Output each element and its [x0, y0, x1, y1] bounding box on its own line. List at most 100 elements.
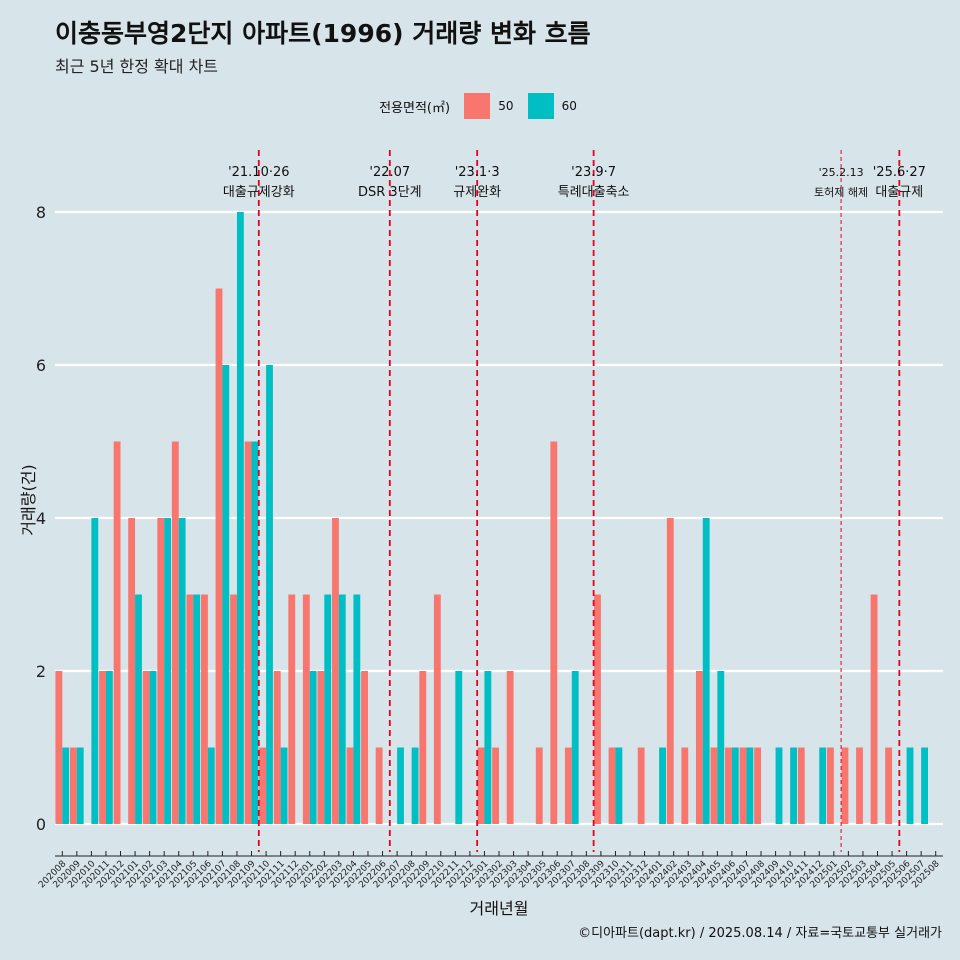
bar-50-202503: [856, 747, 863, 824]
bar-50-202106: [201, 594, 208, 824]
event-desc-label: 규제완화: [453, 185, 501, 200]
bar-50-202206: [375, 747, 383, 824]
bar-50-202203: [332, 518, 339, 824]
bar-60-202406: [731, 747, 739, 824]
bar-50-202301: [477, 747, 485, 824]
event-date-label: '25.6·27: [873, 165, 926, 180]
x-axis-title: 거래년월: [470, 899, 529, 918]
bar-50-202402: [666, 518, 674, 824]
bar-60-202201: [309, 671, 317, 824]
bar-60-202103: [164, 518, 172, 824]
bar-50-202105: [186, 594, 194, 824]
y-tick-label: 6: [36, 356, 46, 375]
bar-50-202502: [841, 747, 849, 824]
legend-title: 전용면적(㎡): [379, 100, 451, 116]
bar-50-202405: [710, 747, 718, 824]
bar-50-202012: [113, 441, 121, 824]
bar-60-202410: [790, 747, 797, 824]
bar-50-202110: [259, 747, 267, 824]
y-tick-label: 4: [36, 509, 46, 528]
bar-60-202401: [659, 747, 666, 824]
bar-50-202111: [273, 671, 281, 824]
bar-60-202404: [702, 518, 710, 824]
bar-60-202108: [236, 212, 244, 824]
source-footer: ©디아파트(dapt.kr) / 2025.08.14 / 자료=국토교통부 실…: [578, 926, 942, 941]
bar-50-202112: [288, 594, 296, 824]
bar-60-202009: [76, 747, 84, 824]
bar-50-202305: [535, 747, 543, 824]
bar-50-202411: [797, 747, 805, 824]
bar-60-202107: [222, 365, 230, 824]
chart-title: 이충동부영2단지 아파트(1996) 거래량 변화 흐름: [55, 19, 591, 48]
bar-60-202202: [324, 594, 332, 824]
legend-item-50[interactable]: 50: [464, 93, 517, 119]
bar-50-202302: [492, 747, 499, 824]
legend-label-50: 50: [498, 99, 514, 113]
bar-50-202103: [157, 518, 165, 824]
bar-50-202504: [870, 594, 878, 824]
bar-60-202204: [353, 594, 361, 824]
bar-60-202104: [178, 518, 186, 824]
bar-60-202307: [571, 671, 579, 824]
legend-item-60[interactable]: 60: [527, 93, 581, 119]
event-desc-label: 대출규제강화: [223, 185, 295, 200]
bar-50-202209: [419, 671, 427, 824]
bar-50-202307: [564, 747, 572, 824]
bar-60-202106: [207, 747, 215, 824]
bar-60-202506: [906, 747, 914, 824]
y-axis-title: 거래량(건): [19, 464, 38, 535]
chart-subtitle: 최근 5년 한정 확대 차트: [55, 57, 219, 76]
bar-60-202310: [615, 747, 623, 824]
event-desc-label: 토허제 해제: [814, 185, 868, 199]
legend-swatch-60: [527, 93, 554, 119]
bar-50-202201: [302, 594, 310, 824]
event-date-label: '23.9·7: [571, 165, 616, 180]
bar-60-202211: [455, 671, 463, 824]
bar-50-202101: [128, 518, 136, 824]
bar-60-202111: [280, 747, 288, 824]
bar-50-202407: [739, 747, 747, 824]
bar-50-202102: [142, 671, 150, 824]
bar-50-202109: [244, 441, 252, 824]
legend-label-60: 60: [561, 99, 577, 113]
bar-60-202102: [149, 671, 157, 824]
bar-50-202202: [317, 671, 325, 824]
event-date-label: '21.10·26: [228, 165, 289, 180]
y-tick-label: 0: [36, 815, 46, 834]
bar-50-202408: [754, 747, 762, 824]
bar-50-202309: [594, 594, 601, 824]
bar-60-202412: [819, 747, 827, 824]
bar-60-202008: [62, 747, 70, 824]
bar-50-202306: [550, 441, 558, 824]
bar-50-202210: [433, 594, 441, 824]
event-desc-label: 특례대출축소: [558, 185, 630, 200]
legend: 전용면적(㎡) 50 60: [0, 93, 960, 119]
bar-50-202104: [171, 441, 179, 824]
bar-60-202207: [397, 747, 404, 824]
bar-50-202205: [361, 671, 368, 824]
bar-60-202010: [91, 518, 99, 824]
event-date-label: '23.1·3: [455, 165, 500, 180]
y-tick-label: 2: [36, 662, 46, 681]
bar-50-202107: [215, 288, 223, 824]
bar-50-202404: [695, 671, 703, 824]
bar-50-202204: [346, 747, 354, 824]
legend-swatch-50: [464, 93, 491, 119]
event-desc-label: DSR 3단계: [358, 185, 422, 200]
bar-50-202501: [826, 747, 834, 824]
bar-50-202008: [55, 671, 63, 824]
bar-60-202407: [746, 747, 754, 824]
bar-50-202310: [608, 747, 616, 824]
event-date-label: '25.2.13: [819, 166, 864, 179]
bar-60-202105: [193, 594, 201, 824]
bar-50-202403: [681, 747, 689, 824]
bar-50-202303: [506, 671, 514, 824]
bar-60-202109: [251, 441, 259, 824]
bar-60-202409: [775, 747, 783, 824]
bar-60-202110: [266, 365, 273, 824]
event-desc-label: 대출규제: [875, 185, 923, 200]
bar-50-202009: [69, 747, 77, 824]
y-tick-label: 8: [36, 203, 46, 222]
bar-50-202312: [637, 747, 645, 824]
